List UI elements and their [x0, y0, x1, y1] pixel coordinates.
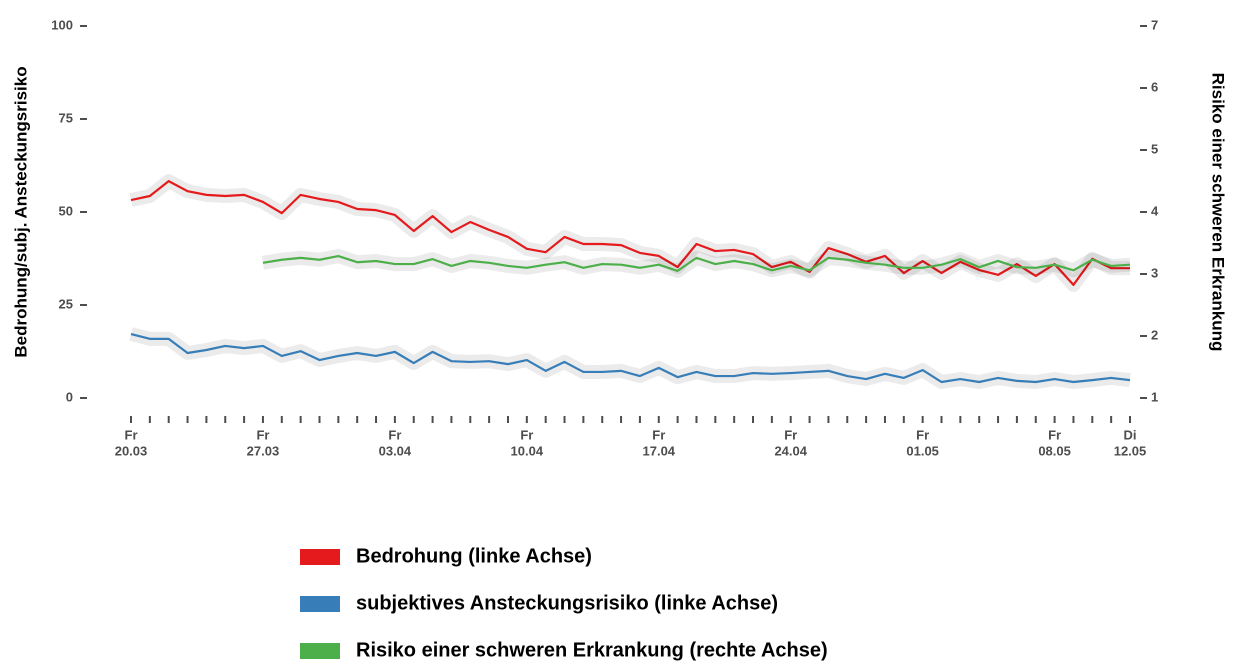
y2-tick-label: 2 — [1151, 327, 1158, 342]
y2-tick-label: 4 — [1151, 203, 1159, 218]
legend-label: Risiko einer schweren Erkrankung (rechte… — [356, 639, 828, 661]
x-tick-label: 24.04 — [774, 443, 807, 458]
x-tick-weekday: Fr — [520, 427, 533, 442]
y-tick-label: 25 — [59, 296, 73, 311]
legend-swatch — [300, 643, 340, 659]
x-tick-label: 08.05 — [1038, 443, 1071, 458]
x-tick-weekday: Fr — [125, 427, 138, 442]
x-tick-weekday: Fr — [388, 427, 401, 442]
y-tick-label: 50 — [59, 203, 73, 218]
series-line — [262, 254, 1131, 272]
y-tick-label: 75 — [59, 110, 73, 125]
y2-tick-label: 1 — [1151, 389, 1158, 404]
legend-swatch — [300, 596, 340, 612]
y-tick-label: 100 — [51, 17, 73, 32]
legend-swatch — [300, 549, 340, 565]
x-tick-weekday: Fr — [652, 427, 665, 442]
y2-tick-label: 7 — [1151, 17, 1158, 32]
series-line — [130, 180, 1130, 287]
x-tick-weekday: Fr — [256, 427, 269, 442]
y2-tick-label: 3 — [1151, 265, 1158, 280]
confidence-band — [129, 327, 1131, 390]
x-tick-label: 17.04 — [643, 443, 676, 458]
y-tick-label: 0 — [66, 389, 73, 404]
y-axis-title: Bedrohung/subj. Ansteckungsrisiko — [11, 66, 30, 357]
x-tick-weekday: Fr — [784, 427, 797, 442]
x-tick-weekday: Fr — [916, 427, 929, 442]
x-tick-label: 12.05 — [1114, 443, 1147, 458]
x-tick-label: 27.03 — [247, 443, 280, 458]
legend-label: subjektives Ansteckungsrisiko (linke Ach… — [356, 592, 778, 614]
y2-tick-label: 5 — [1151, 141, 1158, 156]
x-tick-label: 03.04 — [379, 443, 412, 458]
x-tick-label: 01.05 — [906, 443, 939, 458]
x-tick-label: 10.04 — [511, 443, 544, 458]
x-tick-label: 20.03 — [115, 443, 148, 458]
legend-label: Bedrohung (linke Achse) — [356, 545, 592, 567]
x-tick-weekday: Di — [1124, 427, 1137, 442]
y2-axis-title: Risiko einer schweren Erkrankung — [1209, 73, 1228, 352]
y2-tick-label: 6 — [1151, 79, 1158, 94]
series-line — [130, 332, 1131, 384]
x-tick-weekday: Fr — [1048, 427, 1061, 442]
